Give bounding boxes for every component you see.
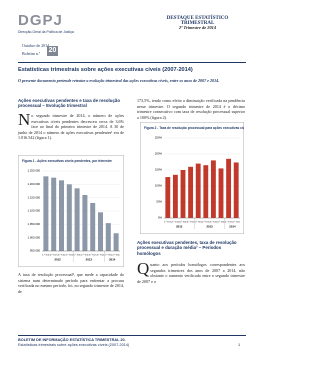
bar [51, 177, 57, 251]
x-tick-label: 1.º Trim [225, 221, 233, 224]
y-tick-label: 1.100.000 [28, 209, 41, 213]
bar [66, 184, 72, 251]
bar [218, 168, 224, 218]
x-tick-label: 1.º Trim [164, 221, 172, 224]
y-tick-label: 1.150.000 [28, 195, 41, 199]
bar [180, 170, 186, 218]
page-number: 1 [238, 343, 241, 347]
bar [59, 180, 64, 251]
y-tick-label: 250% [155, 136, 163, 140]
paragraph: A taxa de resolução processual², que med… [18, 272, 124, 294]
paragraph: Quanto aos períodos homólogos correspond… [137, 259, 245, 284]
bar [226, 158, 232, 218]
y-tick-label: 1.000.000 [28, 235, 41, 239]
rule [18, 335, 246, 336]
date: Outubro de 2014 [22, 43, 50, 48]
section-heading: Ações executivas pendentes e taxa de res… [18, 98, 121, 109]
section-heading: Ações executivas pendentes, taxa de reso… [137, 240, 237, 256]
logo: DGPJ [18, 12, 63, 29]
y-tick-label: 50% [156, 200, 162, 204]
x-tick-label: 4.º Trim [97, 254, 105, 257]
x-tick-label: 4.º Trim [187, 221, 195, 224]
page: DGPJ Direcção-Geral da Política de Justi… [18, 12, 246, 347]
bulletin-label: Boletim n.º [22, 51, 41, 56]
group-label: 2014 [109, 258, 116, 262]
y-tick-label: 100% [155, 184, 163, 188]
group-label: 2012 [176, 225, 183, 229]
bar [43, 176, 49, 251]
y-tick-label: 950.000 [30, 249, 41, 253]
x-tick-label: 3.º Trim [179, 221, 187, 224]
x-tick-label: 2.º Trim [50, 254, 58, 257]
bulletin-number: 20 [47, 46, 58, 56]
period: 2º Trimestre de 2014 [178, 25, 217, 30]
x-tick-label: 2.º Trim [172, 221, 180, 224]
x-tick-label: 3.º Trim [210, 221, 218, 224]
bar [172, 174, 178, 218]
y-tick-label: 1.200.000 [28, 182, 41, 186]
x-tick-label: 2.º Trim [81, 254, 89, 257]
x-tick-label: 2.º Trim [202, 221, 210, 224]
x-tick-label: 4.º Trim [217, 221, 225, 224]
figure-2: Figura 2 - Taxa de resolução processual … [140, 122, 244, 234]
bar [90, 203, 96, 251]
title: Estatísticas trimestrais sobre ações exe… [18, 67, 193, 73]
x-tick-label: 1.º Trim [42, 254, 50, 257]
y-tick-label: 1.250.000 [28, 169, 41, 173]
bar [105, 223, 111, 251]
y-tick-label: 200% [155, 152, 163, 156]
x-tick-label: 1.º Trim [73, 254, 81, 257]
figure-1: Figura 1 - Ações executivas cíveis pende… [18, 155, 124, 267]
bar [203, 165, 209, 218]
group-label: 2012 [54, 258, 61, 262]
x-tick-label: 4.º Trim [66, 254, 74, 257]
intro: O presente documento pretende retratar a… [18, 78, 220, 83]
group-label: 2014 [229, 225, 236, 229]
paragraph: 173,5%, tendo como efeito a diminuição v… [137, 98, 245, 120]
bar [188, 166, 194, 218]
footer-title: BOLETIM DE INFORMAÇÃO ESTATÍSTICA TRIMES… [18, 338, 126, 342]
bar [210, 160, 216, 218]
figure-title: Figura 1 - Ações executivas cíveis pende… [22, 159, 112, 163]
group-label: 2013 [86, 258, 93, 262]
x-tick-label: 1.º Trim [194, 221, 202, 224]
group-label: 2013 [206, 225, 213, 229]
figure-title: Figura 2 - Taxa de resolução processual … [144, 126, 244, 130]
x-tick-label: 1.º Trim [105, 254, 113, 257]
bar [195, 163, 201, 218]
bar [113, 233, 119, 251]
logo-subtitle: Direcção-Geral da Política de Justiça [18, 30, 74, 34]
x-tick-label: 3.º Trim [89, 254, 97, 257]
y-tick-label: 0% [158, 216, 163, 220]
bar [233, 162, 239, 218]
bar [98, 212, 103, 251]
y-tick-label: 1.050.000 [28, 222, 41, 226]
bar [165, 177, 171, 218]
kicker: DESTAQUE ESTATÍSTICO TRIMESTRAL [166, 16, 229, 26]
x-tick-label: 2.º Trim [112, 254, 120, 257]
x-tick-label: 3.º Trim [58, 254, 66, 257]
paragraph: No segundo trimestre de 2014, o número d… [18, 110, 124, 141]
rule [18, 62, 246, 63]
bar [82, 195, 88, 251]
footer-subtitle: Estatísticas trimestrais sobre ações exe… [18, 343, 130, 347]
x-tick-label: 2.º Trim [232, 221, 240, 224]
bar [74, 188, 80, 251]
y-tick-label: 150% [155, 168, 163, 172]
